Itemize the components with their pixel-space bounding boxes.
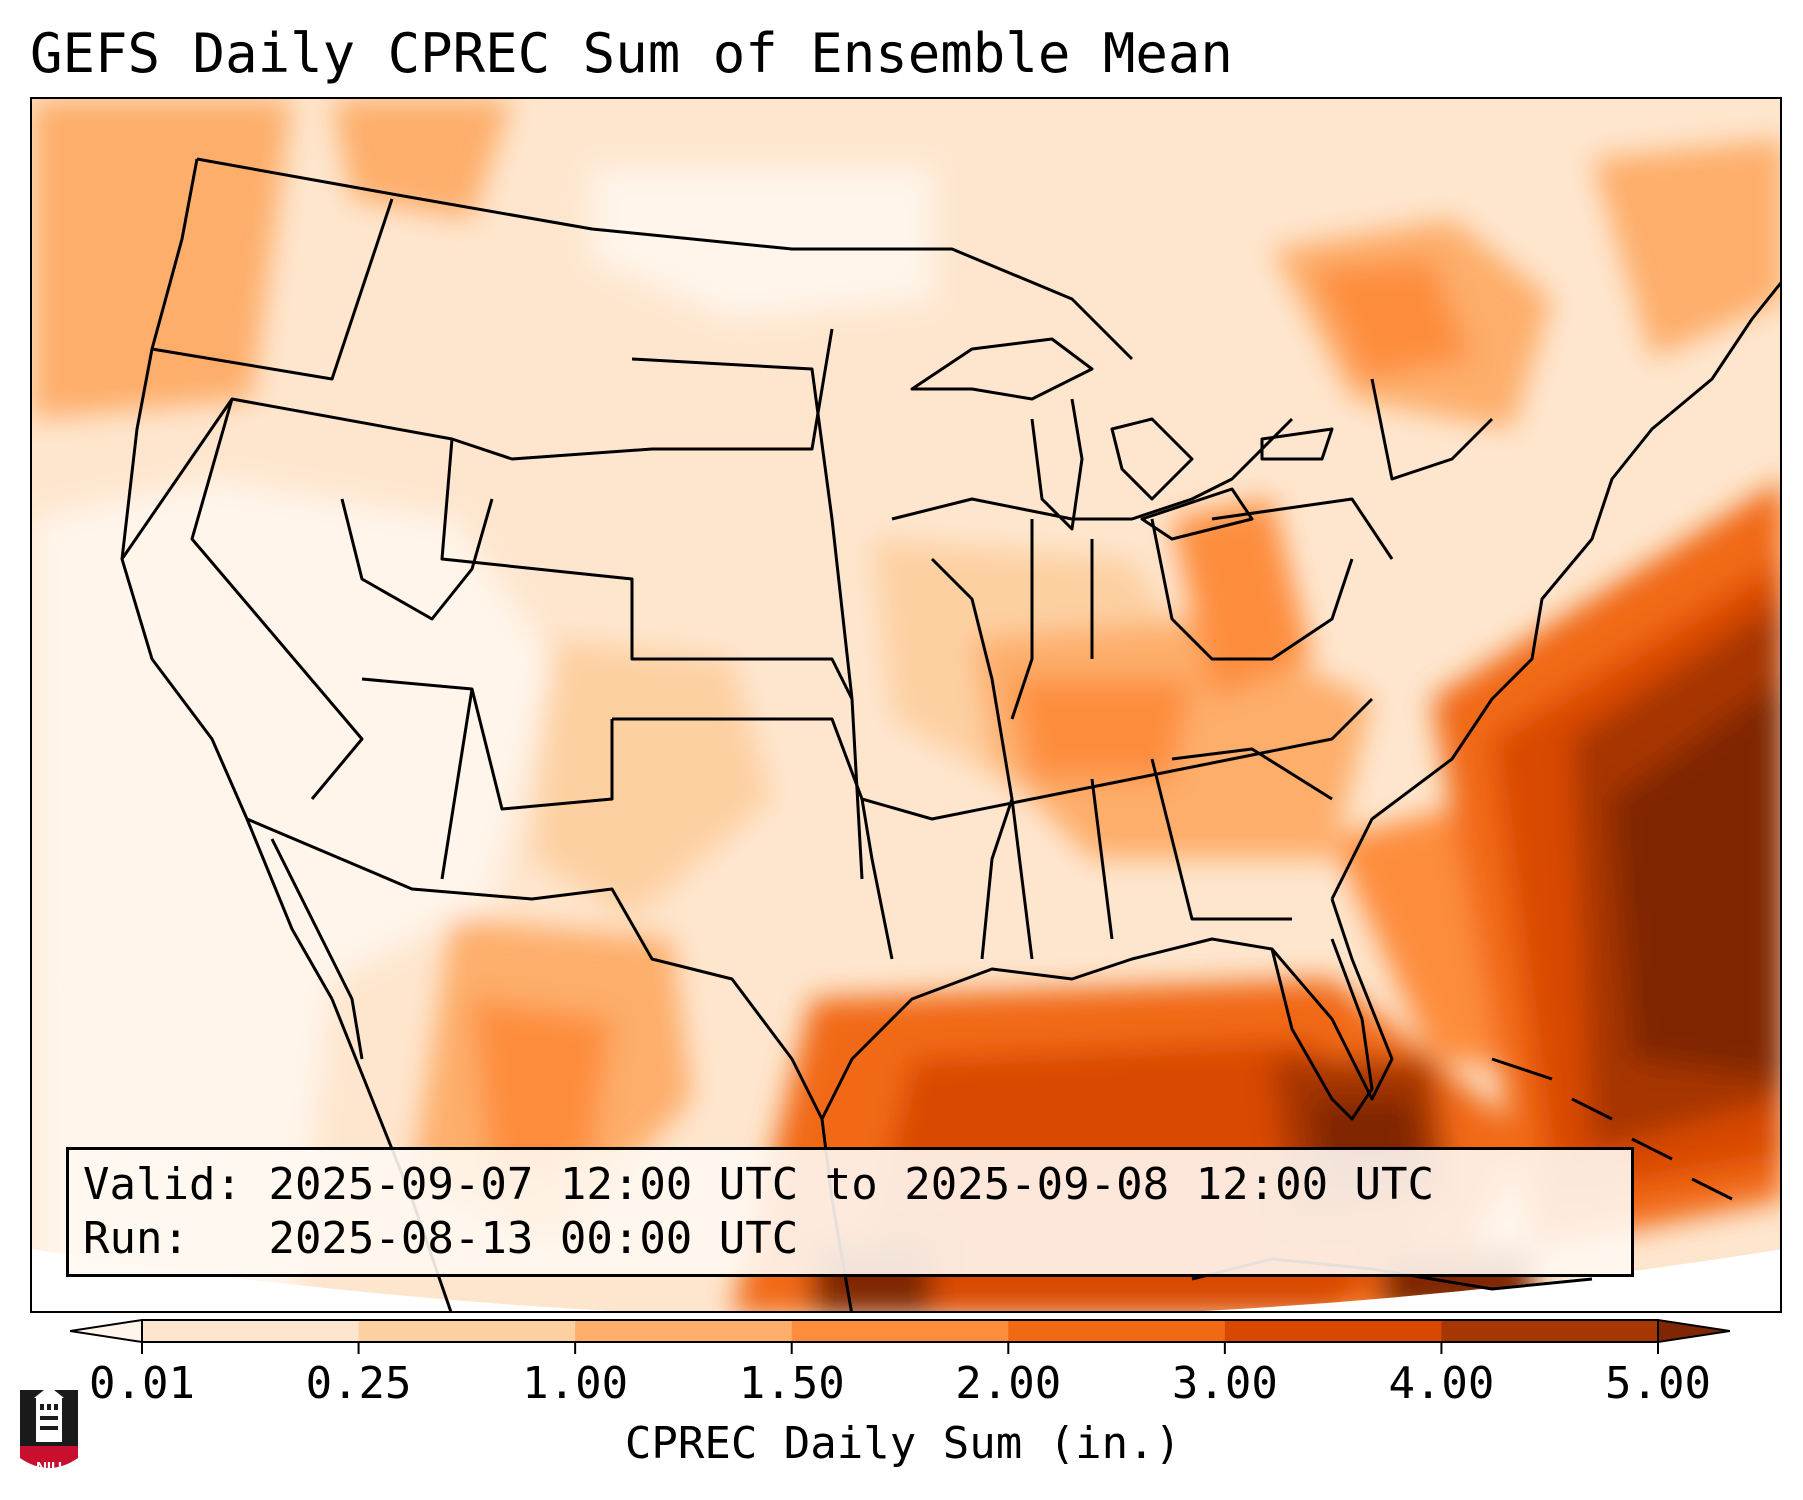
precip-area: [532, 639, 772, 919]
precip-area: [32, 99, 292, 419]
state-boundary: [1010, 519, 1034, 720]
state-boundary: [1150, 518, 1354, 661]
colorbar-segment: [142, 1320, 360, 1342]
colorbar-segment: [575, 1320, 793, 1342]
valid-row: Valid: 2025-09-07 12:00 UTC to 2025-09-0…: [83, 1158, 1617, 1212]
precip-area: [1012, 679, 1192, 779]
precip-area: [1312, 259, 1472, 379]
lake-erie: [1140, 487, 1254, 541]
colorbar: [70, 1318, 1730, 1354]
university-tower-icon: [20, 1386, 78, 1468]
precip-area: [1592, 139, 1780, 359]
valid-run-info-box: Valid: 2025-09-07 12:00 UTC to 2025-09-0…: [66, 1147, 1634, 1277]
run-row: Run: 2025-08-13 00:00 UTC: [83, 1212, 1617, 1266]
colorbar-tick-label: 0.01: [89, 1358, 195, 1409]
valid-value: 2025-09-07 12:00 UTC to 2025-09-08 12:00…: [268, 1159, 1435, 1210]
state-boundary: [612, 697, 1374, 821]
state-boundary: [190, 398, 364, 800]
colorbar-segment: [791, 1320, 1009, 1342]
colorbar-extend-high: [1657, 1318, 1730, 1344]
colorbar-tick-label: 1.50: [738, 1358, 845, 1409]
colorbar-tick-label: 2.00: [955, 1358, 1062, 1409]
colorbar-segment: [1441, 1320, 1659, 1342]
precip-area: [592, 169, 932, 319]
state-boundary: [1370, 378, 1494, 481]
state-boundary: [631, 357, 864, 880]
state-boundary: [860, 798, 894, 960]
gulf-coastline: [820, 898, 1394, 1120]
lake-superior: [910, 337, 1094, 401]
colorbar-tick-label: 3.00: [1171, 1358, 1278, 1409]
state-boundary: [440, 438, 854, 700]
colorbar-segment: [358, 1320, 576, 1342]
colorbar-tick-label: 1.00: [522, 1358, 629, 1409]
precip-area: [1612, 679, 1780, 1079]
state-boundary: [361, 677, 614, 811]
colorbar-label: CPREC Daily Sum (in.): [624, 1418, 1182, 1469]
colorbar-tick-label: 4.00: [1388, 1358, 1495, 1409]
state-boundary: [930, 557, 1014, 960]
lake-ontario: [1260, 427, 1334, 461]
niu-logo: NIU: [20, 1382, 78, 1478]
lake-michigan: [1030, 398, 1084, 531]
map-panel: [30, 97, 1782, 1313]
valid-label: Valid:: [83, 1159, 242, 1210]
us-mexico-border: [246, 817, 824, 1120]
state-boundary: [151, 198, 394, 381]
state-boundary: [1171, 747, 1333, 801]
chart-title: GEFS Daily CPREC Sum of Ensemble Mean: [30, 22, 1233, 85]
state-boundary: [1010, 758, 1292, 960]
west-coastline: [120, 158, 334, 1000]
run-value: 2025-08-13 00:00 UTC: [268, 1213, 799, 1264]
state-boundary: [891, 417, 1294, 521]
gulf-of-california-coast: [270, 838, 364, 1060]
run-label: Run:: [83, 1213, 189, 1264]
colorbar-tick-label: 5.00: [1605, 1358, 1711, 1409]
precip-field: [32, 99, 1780, 1311]
precip-area: [232, 499, 432, 719]
colorbar-outline: [141, 1319, 1659, 1343]
precip-area: [332, 99, 512, 219]
colorbar-tick-label: 0.25: [305, 1358, 412, 1409]
colorbar-segment: [1008, 1320, 1226, 1342]
colorbar-segment: [1224, 1320, 1442, 1342]
bahamas-islands: [1491, 1057, 1733, 1201]
state-boundary: [440, 688, 474, 880]
state-boundary: [1211, 497, 1394, 560]
florida-peninsula: [1270, 938, 1374, 1121]
colorbar-extend-low: [70, 1318, 143, 1344]
logo-text: NIU: [36, 1459, 62, 1476]
state-boundary: [340, 498, 494, 621]
precip-map: [32, 99, 1780, 1311]
east-coastline: [1330, 281, 1780, 900]
us-canada-border: [196, 157, 1134, 361]
precip-area: [1172, 499, 1312, 699]
lake-huron: [1110, 417, 1194, 501]
precip-area: [62, 959, 272, 1189]
